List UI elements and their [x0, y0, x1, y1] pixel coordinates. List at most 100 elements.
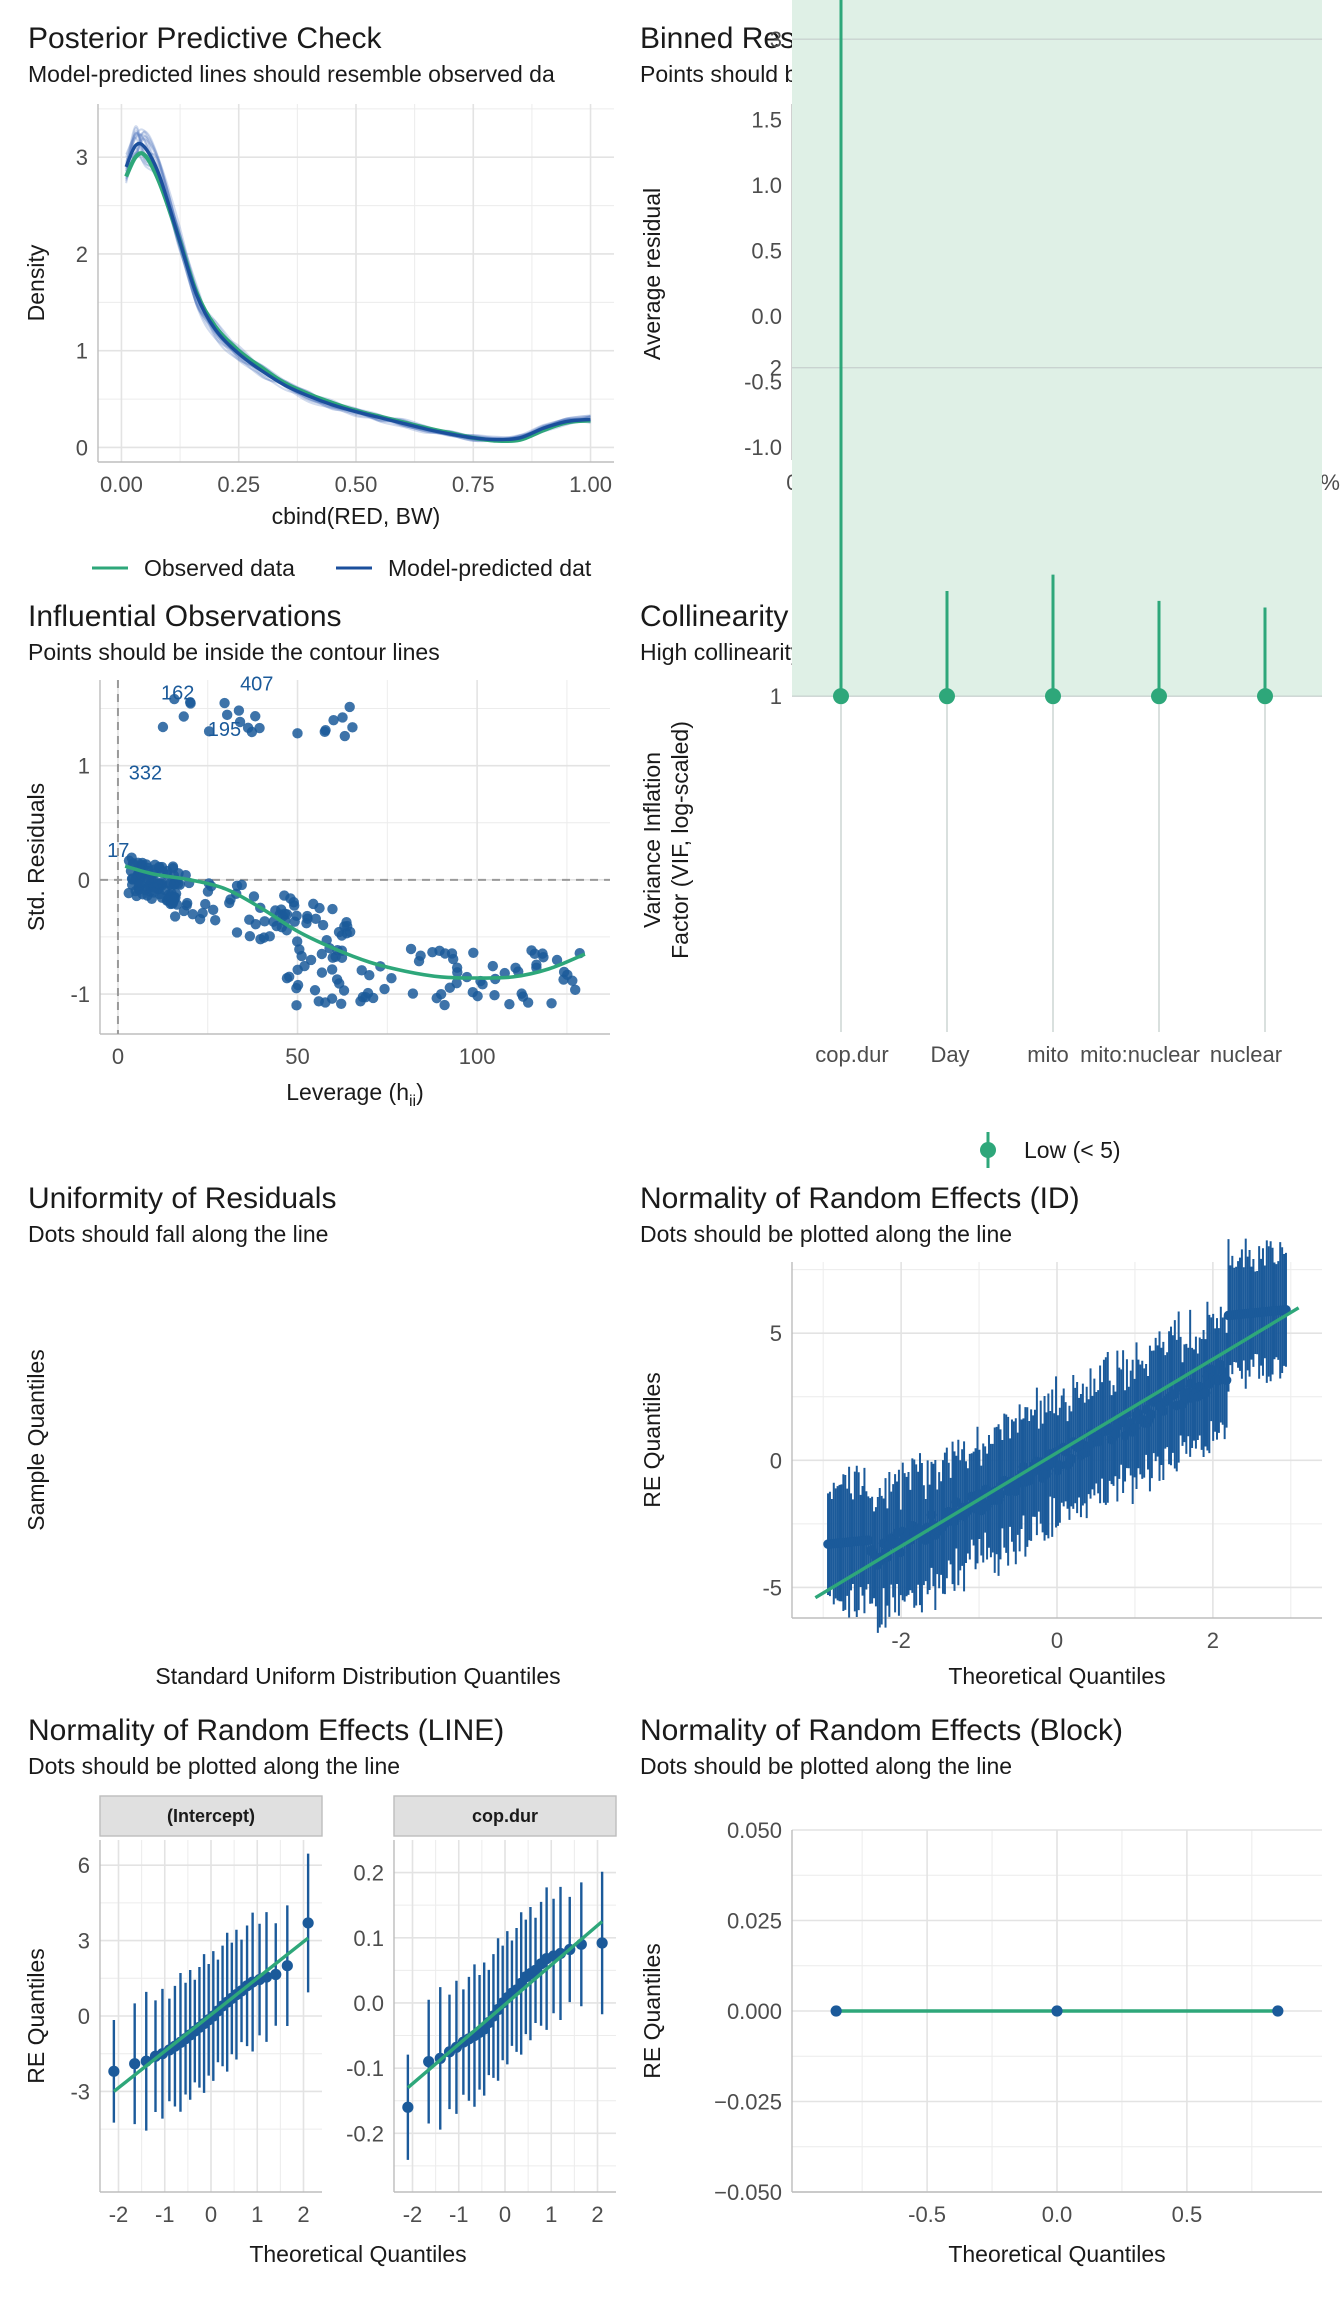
influential-point	[444, 982, 456, 993]
re-id-subtitle: Dots should be plotted along the line	[640, 1221, 1012, 1247]
influential-x-tick-label: 0	[112, 1044, 124, 1069]
re-id-x-tick-label: 2	[1207, 1628, 1219, 1653]
re-line-copdur-x-tick-label: 1	[545, 2202, 557, 2227]
influential-point	[242, 722, 254, 734]
binned-y-tick-label: 0.0	[751, 304, 782, 329]
influential-x-tick-label: 50	[285, 1044, 309, 1069]
influential-point	[504, 998, 515, 1010]
ppc-predicted-draws	[125, 125, 591, 443]
random-effects-line-panel: Normality of Random Effects (LINE) Dots s…	[23, 1714, 617, 2267]
influential-point	[157, 721, 169, 733]
influential-point	[413, 956, 425, 967]
re-block-subtitle: Dots should be plotted along the line	[640, 1753, 1012, 1779]
ppc-x-axis-title: cbind(RED, BW)	[272, 503, 441, 529]
re-block-x-tick-label: 0.5	[1172, 2202, 1203, 2227]
influential-point	[271, 920, 282, 932]
influential-point	[250, 711, 261, 722]
influential-point	[207, 904, 219, 916]
influential-point	[203, 726, 215, 737]
re-block-point	[830, 2005, 842, 2017]
re-line-copdur-strip-label: cop.dur	[472, 1806, 538, 1826]
influential-point	[546, 998, 557, 1009]
influential-point	[477, 979, 488, 990]
collin-y-tick-label: 1	[770, 684, 782, 709]
binned-y-tick-label: 1.5	[751, 108, 782, 133]
random-effects-id-panel: Normality of Random Effects (ID) Dots sho…	[639, 1182, 1322, 1689]
influential-point	[283, 971, 295, 982]
re-line-intercept-grid	[100, 1840, 322, 2192]
influential-point	[210, 915, 221, 926]
influential-point	[258, 932, 270, 943]
posterior-predictive-check-panel: Posterior Predictive Check Model-predicte…	[23, 22, 614, 581]
influential-point-label: 407	[240, 673, 273, 695]
influential-point	[551, 954, 563, 966]
collin-vif-point	[833, 688, 849, 705]
influential-point	[126, 873, 138, 884]
re-line-intercept-strip-label: (Intercept)	[167, 1806, 255, 1826]
influential-point	[233, 705, 245, 716]
ppc-y-tick-label: 0	[76, 435, 88, 460]
re-line-copdur-strip	[393, 1795, 617, 1837]
re-id-x-axis-title: Theoretical Quantiles	[948, 1663, 1165, 1689]
collin-x-tick-label: Day	[930, 1042, 969, 1067]
re-line-copdur-y-tick-label: -0.2	[346, 2121, 384, 2146]
influential-point	[308, 898, 319, 910]
influential-observations-panel: Influential Observations Points should be…	[23, 600, 610, 1110]
re-line-copdur-x-tick-label: 2	[591, 2202, 603, 2227]
influential-x-axis-title: Leverage (hii)	[286, 1079, 424, 1110]
influential-point	[250, 918, 261, 930]
re-id-y-tick-label: 5	[770, 1321, 782, 1346]
re-line-subtitle: Dots should be plotted along the line	[28, 1753, 400, 1779]
influential-point	[288, 897, 299, 908]
re-line-intercept-y-tick-label: 0	[78, 2004, 90, 2029]
re-block-y-tick-label: 0.000	[727, 1999, 782, 2024]
influential-point	[187, 908, 198, 920]
re-line-intercept-x-tick-label: 1	[251, 2202, 263, 2227]
re-line-intercept-strip	[99, 1795, 323, 1837]
influential-point	[439, 999, 450, 1011]
influential-point	[407, 988, 419, 999]
re-line-intercept-reference-line	[112, 1936, 310, 2093]
influential-points	[123, 693, 585, 1011]
collin-legend-swatch	[980, 1142, 996, 1158]
influential-point	[434, 945, 445, 957]
influential-point	[219, 697, 230, 709]
influential-y-tick-label: 1	[78, 754, 90, 779]
re-block-y-axis-title: RE Quantiles	[639, 1943, 665, 2079]
ppc-predicted-line	[124, 141, 591, 442]
influential-point	[178, 711, 189, 722]
collin-vif-point	[1045, 688, 1061, 705]
re-line-x-axis-title: Theoretical Quantiles	[249, 2241, 466, 2267]
re-line-intercept-point	[302, 1917, 314, 1929]
influential-point	[291, 910, 302, 921]
re-line-intercept-point	[281, 1960, 293, 1972]
influential-point	[156, 892, 168, 903]
re-line-intercept-y-tick-label: 3	[78, 1929, 90, 1954]
influential-point	[316, 948, 328, 960]
influential-point	[291, 982, 302, 994]
influential-point	[301, 918, 312, 929]
re-line-intercept-x-tick-label: 0	[205, 2202, 217, 2227]
influential-point	[362, 987, 374, 999]
collin-x-tick-label: nuclear	[1210, 1042, 1282, 1067]
influential-point	[337, 712, 348, 723]
re-id-x-tick-label: 0	[1051, 1628, 1063, 1653]
collin-title: Collinearity	[640, 600, 788, 633]
influential-point	[197, 907, 208, 919]
binned-y-axis-title: Average residual	[639, 188, 665, 360]
influential-x-axis-title-main: Leverage (h	[286, 1079, 409, 1105]
ppc-x-tick-label: 0.75	[452, 472, 495, 497]
re-line-copdur-point	[596, 1937, 608, 1949]
re-id-points	[823, 1238, 1291, 1633]
ppc-subtitle: Model-predicted lines should resemble ob…	[28, 61, 555, 87]
re-line-intercept-y-tick-label: -3	[70, 2079, 90, 2104]
influential-point	[259, 916, 270, 927]
influential-point	[292, 728, 303, 739]
influential-point	[452, 967, 463, 978]
binned-y-tick-label: 0.5	[751, 239, 782, 264]
influential-smooth-line	[124, 864, 586, 980]
influential-point	[567, 975, 578, 986]
random-effects-block-panel: Normality of Random Effects (Block) Dots …	[639, 1714, 1322, 2267]
re-line-intercept-facet: (Intercept) -2 -1 0 1 2 -3 0 3 6	[70, 1795, 323, 2227]
